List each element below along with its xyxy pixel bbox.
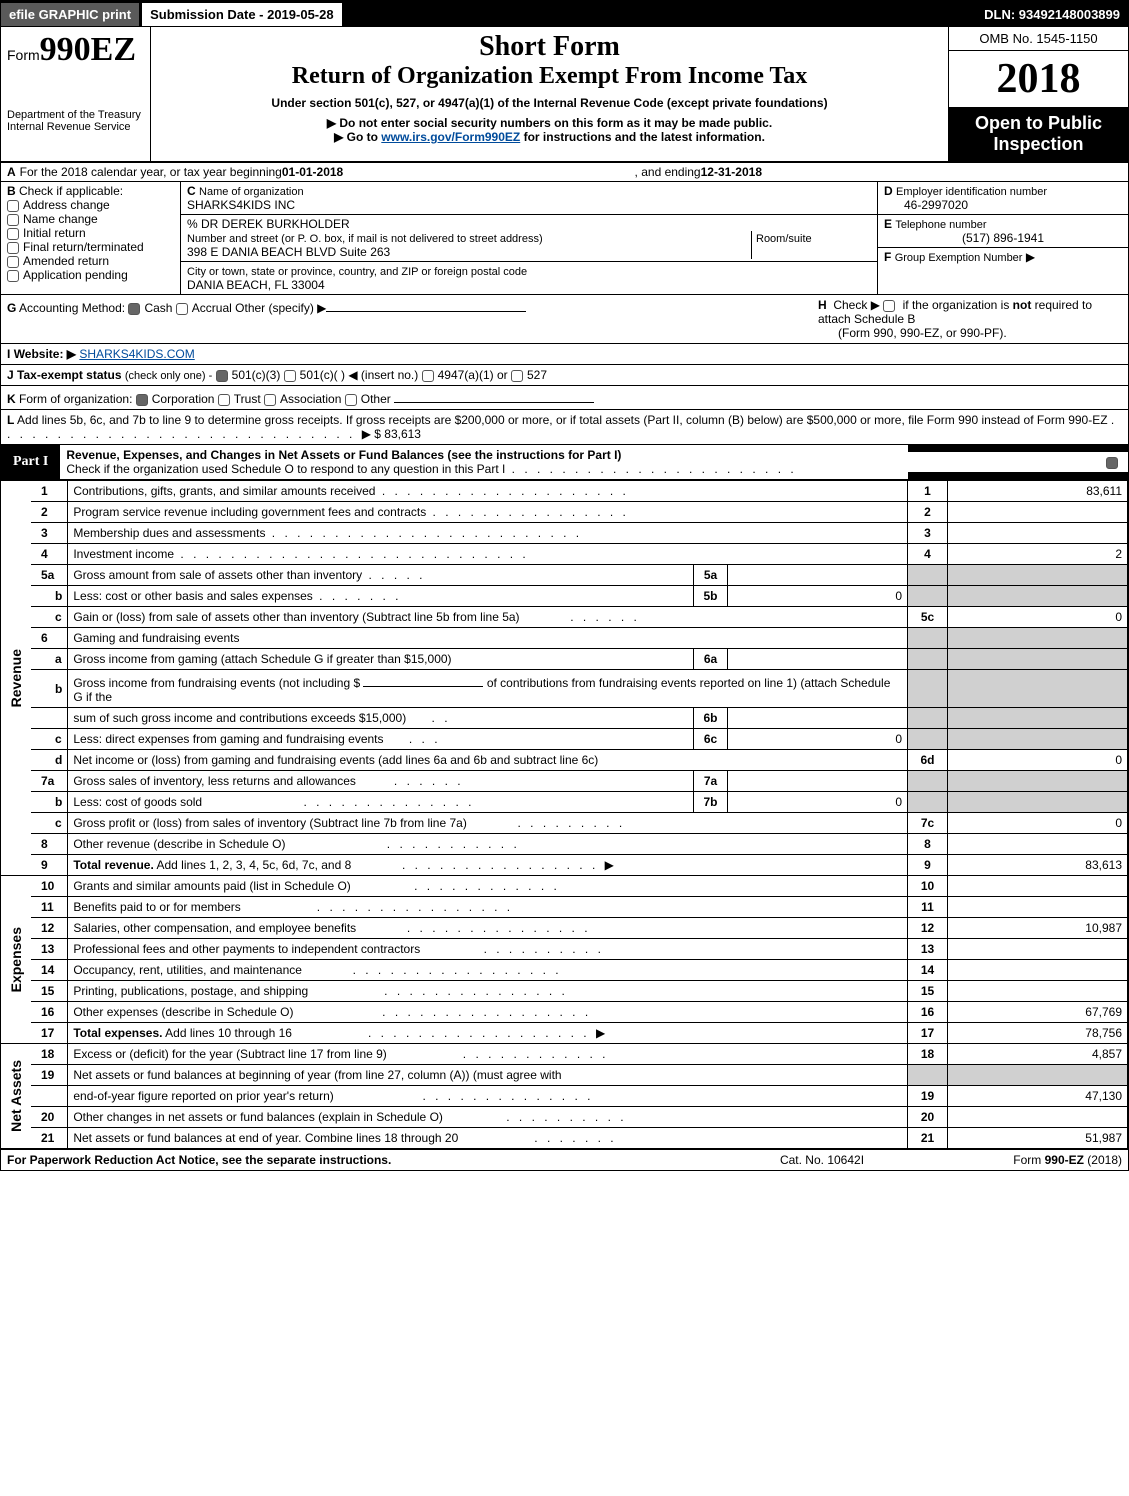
row-j: J Tax-exempt status (check only one) - 5…	[1, 365, 1128, 386]
col-c: C Name of organization SHARKS4KIDS INC %…	[181, 182, 878, 294]
side-net-assets: Net Assets	[6, 1056, 26, 1136]
short-form-title: Short Form	[157, 31, 942, 63]
val-6a	[728, 649, 908, 670]
org-name: SHARKS4KIDS INC	[187, 198, 295, 212]
ein: 46-2997020	[884, 198, 968, 212]
careof: % DR DEREK BURKHOLDER	[187, 217, 350, 231]
top-bar: efile GRAPHIC print Submission Date - 20…	[1, 1, 1128, 27]
row-gh: G Accounting Method: Cash Accrual Other …	[1, 295, 1128, 344]
return-title: Return of Organization Exempt From Incom…	[157, 63, 942, 90]
val-7c: 0	[948, 813, 1128, 834]
val-3	[948, 523, 1128, 544]
row-i: I Website: ▶ SHARKS4KIDS.COM	[1, 344, 1128, 365]
val-17: 78,756	[948, 1023, 1128, 1044]
val-5b: 0	[728, 586, 908, 607]
val-21: 51,987	[948, 1128, 1128, 1149]
chk-cash[interactable]	[128, 303, 140, 315]
val-6d: 0	[948, 750, 1128, 771]
cat-no: Cat. No. 10642I	[722, 1153, 922, 1167]
chk-other-org[interactable]	[345, 394, 357, 406]
lines-table: Revenue 1 Contributions, gifts, grants, …	[1, 480, 1128, 1149]
omb-number: OMB No. 1545-1150	[949, 27, 1128, 51]
val-11	[948, 897, 1128, 918]
chk-501c[interactable]	[284, 370, 296, 382]
dept-treasury: Department of the Treasury	[7, 109, 144, 121]
website-link[interactable]: SHARKS4KIDS.COM	[79, 347, 194, 361]
val-8	[948, 834, 1128, 855]
open-to-public: Open to PublicInspection	[949, 107, 1128, 161]
val-7a	[728, 771, 908, 792]
val-1: 83,611	[948, 481, 1128, 502]
form-header: Form990EZ Department of the Treasury Int…	[1, 27, 1128, 163]
side-expenses: Expenses	[6, 923, 26, 996]
dln-label: DLN: 93492148003899	[976, 3, 1128, 26]
chk-accrual[interactable]	[176, 303, 188, 315]
chk-association[interactable]	[264, 394, 276, 406]
col-b: B Check if applicable: Address change Na…	[1, 182, 181, 294]
chk-name-change[interactable]	[7, 214, 19, 226]
row-k: K Form of organization: Corporation Trus…	[1, 386, 1128, 410]
section-bcdef: B Check if applicable: Address change Na…	[1, 182, 1128, 295]
chk-501c3[interactable]	[216, 370, 228, 382]
val-9: 83,613	[948, 855, 1128, 876]
val-10	[948, 876, 1128, 897]
under-section: Under section 501(c), 527, or 4947(a)(1)…	[157, 96, 942, 110]
val-14	[948, 960, 1128, 981]
chk-schedule-o[interactable]	[1106, 457, 1118, 469]
chk-application-pending[interactable]	[7, 270, 19, 282]
val-19: 47,130	[948, 1086, 1128, 1107]
chk-corporation[interactable]	[136, 394, 148, 406]
val-4: 2	[948, 544, 1128, 565]
val-20	[948, 1107, 1128, 1128]
chk-4947[interactable]	[422, 370, 434, 382]
val-7b: 0	[728, 792, 908, 813]
row-l: L Add lines 5b, 6c, and 7b to line 9 to …	[1, 410, 1128, 445]
telephone: (517) 896-1941	[884, 231, 1122, 245]
val-6b	[728, 708, 908, 729]
val-5c: 0	[948, 607, 1128, 628]
col-def: D Employer identification number 46-2997…	[878, 182, 1128, 294]
val-2	[948, 502, 1128, 523]
val-12: 10,987	[948, 918, 1128, 939]
val-6c: 0	[728, 729, 908, 750]
paperwork-notice: For Paperwork Reduction Act Notice, see …	[7, 1153, 722, 1167]
chk-initial-return[interactable]	[7, 228, 19, 240]
city-state-zip: DANIA BEACH, FL 33004	[187, 278, 325, 292]
form-ref: Form 990-EZ (2018)	[922, 1153, 1122, 1167]
page-footer: For Paperwork Reduction Act Notice, see …	[1, 1149, 1128, 1170]
goto-instr: ▶ Go to www.irs.gov/Form990EZ for instru…	[157, 130, 942, 144]
tax-year: 2018	[949, 51, 1128, 107]
form-990ez-page: efile GRAPHIC print Submission Date - 20…	[0, 0, 1129, 1171]
street-address: 398 E DANIA BEACH BLVD Suite 263	[187, 245, 390, 259]
form-number: Form990EZ	[7, 31, 144, 69]
row-a: A For the 2018 calendar year, or tax yea…	[1, 163, 1128, 182]
val-5a	[728, 565, 908, 586]
chk-schedule-b[interactable]	[883, 300, 895, 312]
chk-527[interactable]	[511, 370, 523, 382]
chk-amended-return[interactable]	[7, 256, 19, 268]
part-i-header: Part I Revenue, Expenses, and Changes in…	[1, 445, 1128, 480]
no-ssn-instr: ▶ Do not enter social security numbers o…	[157, 116, 942, 130]
irs-link[interactable]: www.irs.gov/Form990EZ	[381, 130, 520, 144]
val-13	[948, 939, 1128, 960]
val-16: 67,769	[948, 1002, 1128, 1023]
val-18: 4,857	[948, 1044, 1128, 1065]
side-revenue: Revenue	[6, 645, 26, 711]
gross-receipts-amount: ▶ $ 83,613	[362, 427, 421, 441]
chk-address-change[interactable]	[7, 200, 19, 212]
val-15	[948, 981, 1128, 1002]
chk-trust[interactable]	[218, 394, 230, 406]
chk-final-return[interactable]	[7, 242, 19, 254]
irs-label: Internal Revenue Service	[7, 121, 144, 133]
submission-date: Submission Date - 2019-05-28	[141, 2, 343, 27]
efile-label: efile GRAPHIC print	[1, 3, 141, 26]
